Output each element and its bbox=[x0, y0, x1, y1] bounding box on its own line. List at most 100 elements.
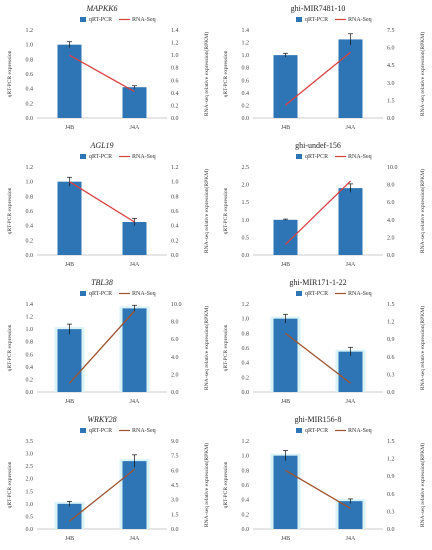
left-tick-label: 0.5 bbox=[242, 235, 250, 241]
bar-J4B bbox=[273, 318, 298, 392]
left-tick-label: 2.0 bbox=[242, 183, 250, 189]
left-axis-label: qRT-PCR expression bbox=[7, 324, 13, 371]
right-tick-label: 3.0 bbox=[387, 81, 395, 87]
left-tick-label: 0.5 bbox=[26, 514, 34, 520]
rnaseq-line bbox=[285, 332, 351, 384]
right-tick-label: 2.0 bbox=[171, 372, 179, 378]
left-tick-label: 1.2 bbox=[242, 41, 250, 47]
right-tick-label: 10.0 bbox=[171, 302, 182, 308]
left-tick-label: 0.4 bbox=[26, 87, 34, 93]
legend-label-qrt: qRT-PCR bbox=[89, 154, 112, 160]
left-tick-label: 0.2 bbox=[26, 238, 34, 244]
rnaseq-line bbox=[69, 468, 135, 522]
right-tick-label: 4.0 bbox=[171, 355, 179, 361]
right-tick-label: 9.0 bbox=[171, 439, 179, 445]
left-tick-label: 1.2 bbox=[26, 165, 34, 171]
right-tick-label: 0.0 bbox=[387, 116, 395, 122]
right-tick-label: 0.6 bbox=[171, 78, 179, 84]
right-tick-label: 7.5 bbox=[387, 28, 395, 34]
legend-swatch-qrt bbox=[296, 428, 302, 433]
left-tick-label: 0.2 bbox=[26, 101, 34, 107]
bar-J4A bbox=[338, 188, 363, 255]
left-tick-label: 2.5 bbox=[242, 165, 250, 171]
left-tick-label: 1.5 bbox=[26, 489, 34, 495]
right-tick-label: 0.9 bbox=[387, 474, 395, 480]
left-tick-label: 0.6 bbox=[26, 352, 34, 358]
left-axis-label: qRT-PCR expression bbox=[7, 187, 13, 234]
left-tick-label: 0.0 bbox=[26, 116, 34, 122]
right-tick-label: 4.5 bbox=[171, 483, 179, 489]
right-tick-label: 0.0 bbox=[171, 253, 179, 259]
right-tick-label: 1.5 bbox=[387, 439, 395, 445]
chart-panel: AGL19 qRT-PCR RNA-Seq 0.0 0.2 0.4 0.6 0.8 1.0 1.2… bbox=[0, 137, 216, 274]
right-tick-label: 0.8 bbox=[171, 66, 179, 72]
bar-J4A bbox=[122, 461, 147, 529]
legend-label-rnaseq: RNA-Seq bbox=[348, 291, 372, 297]
left-tick-label: 1.0 bbox=[26, 327, 34, 333]
right-tick-label: 0.6 bbox=[171, 209, 179, 215]
legend-label-qrt: qRT-PCR bbox=[305, 291, 328, 297]
left-tick-label: 0.0 bbox=[242, 390, 250, 396]
left-tick-label: 0.2 bbox=[242, 512, 250, 518]
bar-J4B bbox=[57, 44, 82, 118]
right-tick-label: 0.4 bbox=[171, 224, 179, 230]
left-tick-label: 0.4 bbox=[26, 365, 34, 371]
right-tick-label: 0.0 bbox=[171, 116, 179, 122]
rnaseq-line bbox=[285, 51, 351, 106]
left-tick-label: 0.6 bbox=[242, 78, 250, 84]
category-label: J4B bbox=[65, 125, 74, 131]
right-axis-label: RNA-seq relative expression(RPKM) bbox=[419, 32, 426, 116]
left-tick-label: 0.2 bbox=[242, 103, 250, 109]
legend-swatch-qrt bbox=[80, 428, 86, 433]
rnaseq-line bbox=[285, 180, 351, 245]
left-tick-label: 1.2 bbox=[242, 302, 250, 308]
left-tick-label: 0.0 bbox=[242, 527, 250, 533]
legend-label-rnaseq: RNA-Seq bbox=[132, 17, 156, 23]
left-tick-label: 1.0 bbox=[26, 180, 34, 186]
left-tick-label: 1.0 bbox=[242, 454, 250, 460]
bar-J4B bbox=[57, 181, 82, 255]
chart-panel: MAPKK6 qRT-PCR RNA-Seq 0.0 0.2 0.4 0.6 0.8 1.0 1.… bbox=[0, 0, 216, 137]
left-axis-label: qRT-PCR expression bbox=[7, 461, 13, 508]
right-tick-label: 6.0 bbox=[171, 337, 179, 343]
left-tick-label: 3.5 bbox=[26, 439, 34, 445]
right-tick-label: 1.0 bbox=[171, 53, 179, 59]
legend-label-qrt: qRT-PCR bbox=[89, 428, 112, 434]
bar-J4B bbox=[57, 329, 82, 392]
chart-title: ghi-undef-156 bbox=[295, 141, 341, 150]
legend-label-rnaseq: RNA-Seq bbox=[348, 154, 372, 160]
left-tick-label: 0.6 bbox=[242, 346, 250, 352]
bar-J4B bbox=[273, 455, 298, 529]
left-tick-label: 1.0 bbox=[26, 502, 34, 508]
left-tick-label: 1.0 bbox=[242, 53, 250, 59]
right-tick-label: 1.2 bbox=[387, 320, 395, 326]
right-axis-label: RNA-seq relative expression(RPKM) bbox=[203, 306, 210, 390]
category-label: J4A bbox=[346, 536, 356, 542]
chart-title: WRKY28 bbox=[87, 415, 116, 424]
chart-title: ghi-MIR171-1-22 bbox=[289, 278, 346, 287]
right-tick-label: 4.5 bbox=[387, 63, 395, 69]
legend-label-qrt: qRT-PCR bbox=[89, 291, 112, 297]
right-tick-label: 0.2 bbox=[171, 238, 179, 244]
left-tick-label: 0.6 bbox=[26, 209, 34, 215]
left-tick-label: 0.8 bbox=[26, 194, 34, 200]
right-tick-label: 7.5 bbox=[171, 454, 179, 460]
left-tick-label: 0.4 bbox=[242, 361, 250, 367]
bar-J4A bbox=[338, 39, 363, 118]
chart-panel: ghi-MIR156-8 qRT-PCR RNA-Seq 0.0 0.2 0.4 0.6 0.… bbox=[216, 411, 432, 548]
right-tick-label: 1.2 bbox=[171, 165, 179, 171]
right-axis-label: RNA-seq relative expression(RPKM) bbox=[419, 443, 426, 527]
chart-panel: TBL38 qRT-PCR RNA-Seq 0.0 0.2 0.4 0.6 0.8 1.0 1.2… bbox=[0, 274, 216, 411]
chart-svg: MAPKK6 qRT-PCR RNA-Seq 0.0 0.2 0.4 0.6 0.8 1.0 1.… bbox=[7, 4, 210, 131]
right-tick-label: 0.3 bbox=[387, 509, 395, 515]
category-label: J4A bbox=[130, 399, 140, 405]
category-label: J4A bbox=[346, 262, 356, 268]
left-tick-label: 0.4 bbox=[242, 91, 250, 97]
left-tick-label: 1.2 bbox=[242, 439, 250, 445]
right-tick-label: 6.0 bbox=[387, 46, 395, 52]
right-tick-label: 8.0 bbox=[387, 183, 395, 189]
legend-label-qrt: qRT-PCR bbox=[305, 154, 328, 160]
left-tick-label: 0.2 bbox=[26, 377, 34, 383]
legend-label-qrt: qRT-PCR bbox=[305, 428, 328, 434]
